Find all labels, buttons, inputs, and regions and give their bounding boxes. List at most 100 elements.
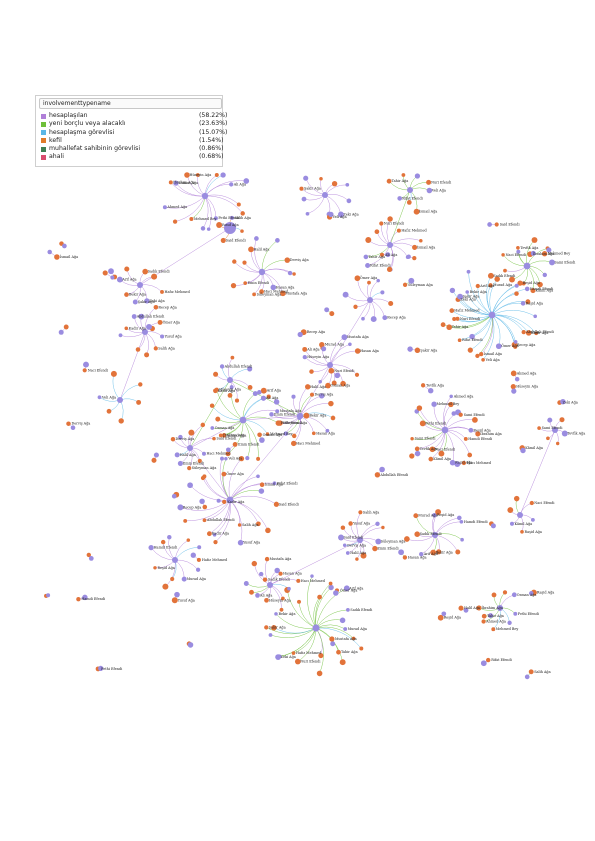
person-node[interactable] (116, 276, 123, 283)
person-node[interactable] (62, 243, 67, 249)
record-node[interactable] (521, 281, 526, 286)
record-node[interactable] (316, 670, 323, 677)
person-node[interactable] (511, 592, 517, 598)
person-node[interactable] (108, 268, 114, 275)
person-node[interactable] (343, 627, 348, 631)
person-node[interactable] (190, 552, 196, 558)
person-node[interactable] (305, 211, 310, 216)
record-node[interactable] (124, 292, 129, 297)
person-node[interactable] (302, 354, 307, 360)
legend-item[interactable]: muhallefat sahibinin görevlisi (0.86%) (41, 145, 223, 153)
person-node[interactable] (529, 591, 534, 596)
record-node[interactable] (531, 237, 538, 243)
person-node[interactable] (220, 172, 226, 178)
record-node[interactable] (546, 436, 550, 441)
record-node[interactable] (507, 507, 514, 514)
record-node[interactable] (232, 259, 237, 264)
person-node[interactable] (406, 254, 411, 259)
record-node[interactable] (238, 455, 245, 462)
record-node[interactable] (236, 202, 241, 207)
person-node[interactable] (324, 307, 330, 313)
record-node[interactable] (481, 613, 487, 619)
person-node[interactable] (376, 278, 380, 283)
person-node[interactable] (339, 617, 346, 624)
person-node[interactable] (301, 196, 307, 202)
person-node[interactable] (160, 334, 165, 339)
record-node[interactable] (501, 253, 505, 257)
record-node[interactable] (172, 219, 178, 224)
person-node[interactable] (178, 434, 183, 440)
legend-item[interactable]: ahali (0.68%) (41, 153, 223, 161)
record-node[interactable] (297, 599, 301, 604)
record-node[interactable] (331, 181, 338, 187)
person-node[interactable] (509, 521, 515, 526)
record-node[interactable] (435, 509, 442, 515)
person-node[interactable] (162, 205, 167, 210)
record-node[interactable] (406, 200, 412, 205)
person-node[interactable] (318, 380, 322, 384)
record-node[interactable] (259, 482, 265, 487)
person-node[interactable] (379, 466, 385, 473)
record-node[interactable] (530, 288, 536, 294)
record-node[interactable] (281, 596, 285, 601)
record-node[interactable] (461, 460, 467, 466)
record-node[interactable] (221, 433, 227, 438)
person-node[interactable] (229, 182, 234, 187)
record-node[interactable] (428, 456, 434, 462)
record-node[interactable] (248, 246, 254, 253)
person-node[interactable] (82, 594, 88, 601)
person-node[interactable] (88, 556, 94, 561)
record-node[interactable] (374, 229, 380, 235)
record-node[interactable] (124, 326, 129, 331)
person-node[interactable] (287, 270, 293, 276)
person-node[interactable] (441, 426, 449, 434)
record-node[interactable] (212, 436, 216, 441)
record-node[interactable] (197, 458, 202, 463)
record-node[interactable] (252, 292, 256, 297)
person-node[interactable] (275, 409, 280, 414)
record-node[interactable] (311, 431, 316, 436)
record-node[interactable] (475, 431, 481, 437)
record-node[interactable] (520, 529, 524, 534)
person-node[interactable] (258, 488, 265, 494)
person-node[interactable] (328, 584, 334, 591)
person-node[interactable] (480, 660, 487, 667)
person-node[interactable] (487, 222, 492, 227)
person-node[interactable] (346, 608, 350, 612)
record-node[interactable] (256, 456, 261, 461)
record-node[interactable] (360, 552, 367, 559)
record-node[interactable] (437, 614, 444, 621)
record-node[interactable] (475, 283, 480, 289)
person-node[interactable] (497, 605, 503, 611)
person-node[interactable] (256, 474, 260, 479)
record-node[interactable] (328, 367, 335, 374)
record-node[interactable] (355, 557, 359, 561)
record-node[interactable] (446, 324, 453, 331)
record-node[interactable] (513, 344, 518, 349)
record-node[interactable] (230, 355, 235, 360)
record-node[interactable] (232, 441, 238, 447)
person-node[interactable] (260, 395, 267, 401)
person-node[interactable] (226, 496, 234, 504)
person-node[interactable] (275, 654, 281, 660)
person-node[interactable] (254, 236, 259, 241)
record-node[interactable] (481, 357, 485, 362)
record-node[interactable] (271, 625, 277, 631)
record-node[interactable] (218, 433, 223, 438)
legend-item[interactable]: kefil (1.54%) (41, 137, 223, 145)
record-node[interactable] (374, 472, 381, 478)
record-node[interactable] (264, 597, 269, 603)
record-node[interactable] (486, 657, 491, 663)
record-node[interactable] (510, 370, 517, 377)
person-node[interactable] (426, 187, 433, 194)
person-node[interactable] (333, 590, 339, 596)
record-node[interactable] (354, 372, 360, 377)
person-node[interactable] (267, 582, 273, 588)
person-node[interactable] (187, 445, 193, 451)
legend-field-selector[interactable]: involvementtypename (39, 98, 222, 109)
record-node[interactable] (331, 380, 337, 386)
record-node[interactable] (525, 299, 531, 305)
record-node[interactable] (381, 525, 385, 530)
record-node[interactable] (509, 276, 515, 283)
record-node[interactable] (318, 653, 324, 659)
